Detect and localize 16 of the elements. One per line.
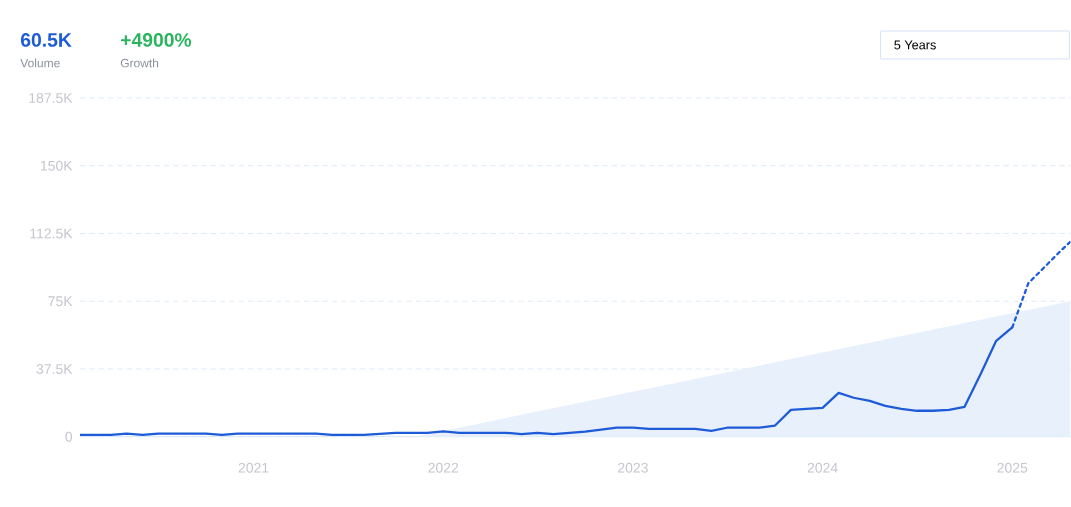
y-tick-label: 150K — [40, 160, 73, 171]
text: 5 Years — [894, 40, 936, 50]
y-tick-label: 112.5K — [30, 228, 73, 239]
x-tick-label: 2021 — [238, 462, 269, 473]
text: Growth — [120, 58, 159, 68]
y-tick-label: 0 — [65, 431, 73, 442]
x-tick-label: 2024 — [807, 462, 838, 473]
y-tick-label: 37.5K — [36, 364, 73, 375]
y-tick-label: 187.5K — [29, 93, 73, 104]
x-tick-label: 2022 — [428, 462, 459, 473]
x-tick-label: 2025 — [997, 462, 1028, 473]
x-tick-label: 2023 — [618, 462, 648, 473]
text: +4900% — [121, 33, 192, 47]
text: 60.5K — [20, 33, 72, 47]
text: Volume — [20, 58, 60, 68]
y-tick-label: 75K — [48, 296, 73, 307]
